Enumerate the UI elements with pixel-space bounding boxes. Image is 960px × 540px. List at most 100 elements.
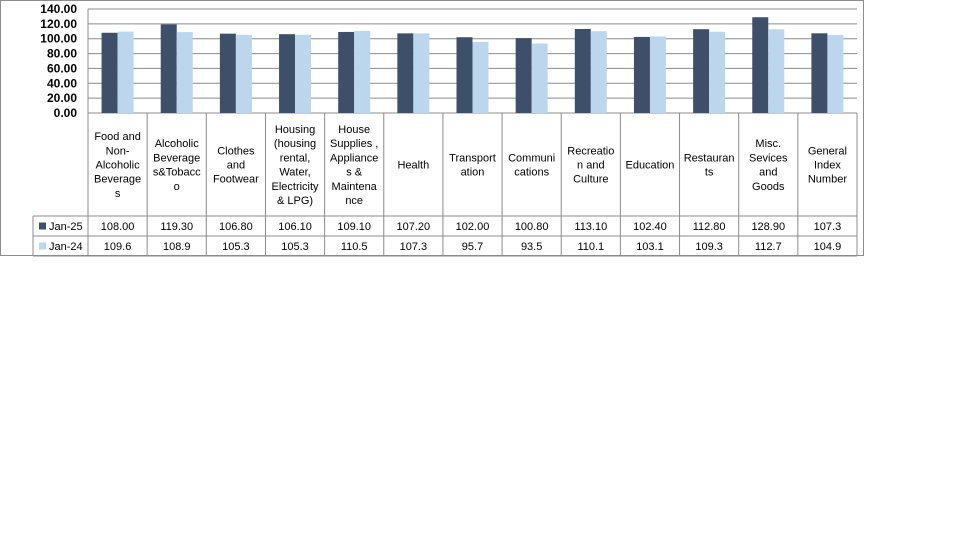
legend-key-jan-24 — [39, 242, 46, 250]
y-tick-label: 20.00 — [47, 91, 77, 105]
bar-jan-25 — [633, 36, 650, 113]
bar-jan-24 — [709, 31, 726, 114]
data-table-value: 109.3 — [695, 241, 723, 253]
bar-jan-25 — [338, 31, 355, 114]
data-table-value: 110.5 — [341, 241, 368, 253]
category-label-line: Communi — [508, 152, 555, 164]
category-label: Transport ation — [449, 152, 496, 178]
legend-key-jan-25 — [39, 222, 46, 230]
category-label-line: Index — [814, 160, 841, 172]
legend-label: Jan-25 — [49, 221, 83, 233]
category-label-line: Recreatio — [567, 145, 614, 157]
bar-jan-24 — [472, 41, 489, 114]
category-label-line: Sevices — [749, 152, 788, 164]
category-label-line: General — [808, 145, 847, 157]
category-label-line: ts — [705, 167, 714, 179]
data-table-value: 100.80 — [515, 221, 549, 233]
category-label-line: Footwear — [213, 174, 259, 186]
category-label-line: o — [174, 181, 180, 193]
bar-jan-24 — [176, 32, 193, 113]
data-table-value: 128.90 — [751, 221, 785, 233]
category-label-line: Maintena — [332, 181, 378, 193]
category-label-line: Housing — [275, 124, 315, 136]
category-label: Restauran ts — [684, 152, 735, 178]
category-label: Communi cations — [508, 152, 555, 178]
bar-jan-24 — [295, 34, 312, 113]
category-label-line: Food and — [94, 131, 140, 143]
data-table-value: 102.40 — [633, 221, 667, 233]
data-table-value: 102.00 — [456, 221, 490, 233]
category-label-line: and — [759, 167, 777, 179]
data-table-value: 109.6 — [104, 241, 132, 253]
category-label: Housing (housing rental, Water, Electricity &… — [272, 124, 320, 207]
data-table-value: 93.5 — [521, 241, 542, 253]
category-label-line: Misc. — [755, 138, 781, 150]
bar-jan-25 — [456, 37, 473, 113]
category-label-line: Alcoholic — [96, 160, 141, 172]
data-table-value: 103.1 — [636, 241, 664, 253]
data-table-value: 95.7 — [462, 241, 483, 253]
category-label-line: n and — [577, 160, 605, 172]
category-label-line: Culture — [573, 174, 608, 186]
category-label-line: Clothes — [217, 145, 255, 157]
y-tick-label: 40.00 — [47, 76, 77, 90]
data-table-value: 108.00 — [101, 221, 135, 233]
bar-jan-25 — [574, 28, 591, 113]
bar-jan-25 — [397, 33, 414, 113]
category-label-line: ation — [461, 167, 485, 179]
data-table-value: 106.80 — [219, 221, 253, 233]
data-table-value: 107.3 — [814, 221, 842, 233]
category-label: Education — [625, 160, 674, 172]
bar-jan-24 — [827, 35, 844, 113]
category-label-line: Restauran — [684, 152, 735, 164]
bar-jan-25 — [515, 38, 532, 114]
category-label-line: and — [227, 160, 245, 172]
y-tick-label: 60.00 — [47, 61, 77, 75]
data-table-value: 105.3 — [222, 241, 250, 253]
bar-jan-24 — [117, 31, 134, 114]
data-table-value: 110.1 — [577, 241, 604, 253]
bar-jan-24 — [590, 31, 607, 114]
bar-jan-25 — [811, 33, 828, 113]
category-label-line: Number — [808, 174, 847, 186]
bar-jan-25 — [101, 32, 118, 113]
data-table-value: 104.9 — [814, 241, 842, 253]
category-label-line: s&Tobacc — [153, 167, 201, 179]
y-tick-label: 120.00 — [40, 17, 77, 31]
bar-jan-25 — [693, 29, 710, 114]
category-label-line: Education — [625, 160, 674, 172]
category-label-line: Water, — [279, 167, 310, 179]
category-label-line: Appliance — [330, 152, 378, 164]
category-label-line: s & — [346, 167, 363, 179]
bar-jan-25 — [279, 34, 296, 113]
bar-jan-25 — [160, 24, 177, 113]
category-label-line: s — [115, 188, 121, 200]
y-tick-label: 100.00 — [40, 32, 77, 46]
y-tick-label: 0.00 — [54, 106, 78, 120]
bar-jan-24 — [768, 29, 785, 114]
category-label-line: House — [338, 124, 370, 136]
category-label: Food and Non- Alcoholic Beverage s — [94, 131, 141, 200]
data-table-value: 112.7 — [755, 241, 782, 253]
bar-jan-25 — [752, 17, 769, 114]
bar-jan-24 — [649, 36, 666, 113]
category-label-line: Electricity — [272, 181, 320, 193]
legend-label: Jan-24 — [49, 241, 83, 253]
category-label-line: & LPG) — [277, 195, 313, 207]
category-label: Recreatio n and Culture — [567, 145, 614, 185]
bar-jan-24 — [235, 34, 252, 113]
category-label-line: Health — [397, 160, 429, 172]
data-table-value: 107.3 — [400, 241, 428, 253]
chart-area: 0.00 20.00 40.00 60.00 80.00 100.00 120.00 140.… — [0, 0, 864, 257]
category-label-line: cations — [514, 167, 549, 179]
y-tick-label: 80.00 — [47, 47, 77, 61]
category-label-line: Transport — [449, 152, 496, 164]
category-label: Misc. Sevices and Goods — [749, 138, 788, 193]
data-table-value: 106.10 — [278, 221, 312, 233]
bar-chart-with-data-table: 0.0020.0040.0060.0080.00100.00120.00140.… — [32, 2, 858, 257]
bar-jan-24 — [354, 30, 371, 114]
data-table-value: 112.80 — [693, 221, 726, 233]
category-label-line: nce — [345, 195, 363, 207]
category-label-line: Supplies , — [330, 138, 378, 150]
data-table-value: 119.30 — [160, 221, 193, 233]
